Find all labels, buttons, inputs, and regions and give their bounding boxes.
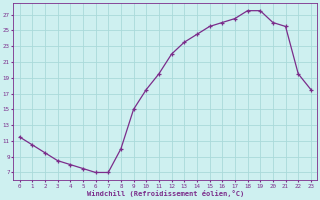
X-axis label: Windchill (Refroidissement éolien,°C): Windchill (Refroidissement éolien,°C) <box>87 190 244 197</box>
